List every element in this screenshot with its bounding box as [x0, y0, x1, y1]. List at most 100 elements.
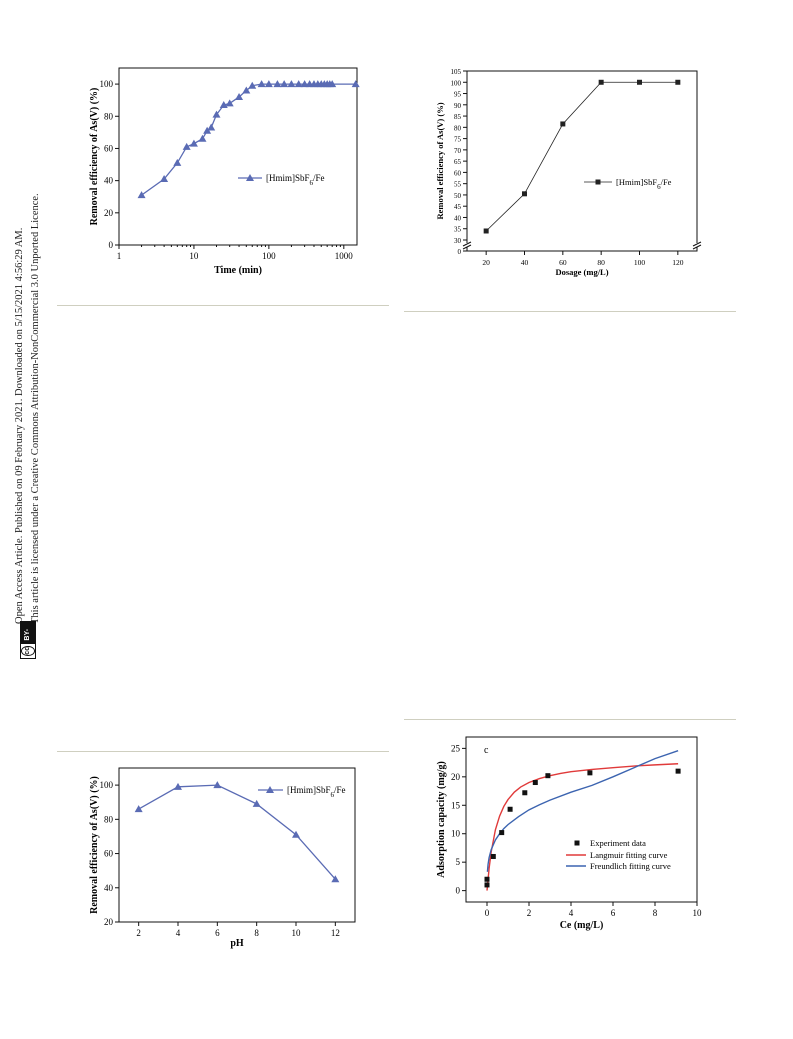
x-tick-label: 10 — [189, 251, 199, 261]
y-tick-label: 40 — [104, 176, 114, 186]
y-tick-label: 40 — [104, 883, 114, 893]
y-tick-label: 70 — [454, 147, 462, 155]
y-tick-label: 20 — [104, 208, 114, 218]
data-point — [675, 768, 681, 774]
data-point — [490, 853, 496, 859]
x-tick-label: 100 — [262, 251, 276, 261]
y-tick-label: 105 — [451, 68, 462, 76]
x-tick-label: 6 — [215, 928, 220, 938]
x-axis-label: Ce (mg/L) — [560, 920, 604, 931]
x-tick-label: 10 — [693, 908, 703, 918]
data-point — [252, 799, 261, 807]
x-tick-label: 0 — [485, 908, 490, 918]
y-tick-label: 100 — [100, 79, 114, 89]
legend-marker — [595, 179, 601, 185]
data-point — [294, 80, 303, 88]
x-tick-label: 2 — [136, 928, 141, 938]
series-line — [485, 81, 678, 232]
x-tick-label: 100 — [634, 258, 646, 267]
x-tick-label: 6 — [611, 908, 616, 918]
data-point — [219, 101, 228, 109]
x-tick-label: 8 — [653, 908, 658, 918]
data-point — [522, 191, 527, 197]
data-point — [225, 99, 234, 107]
axis-break-left — [462, 241, 472, 250]
data-point — [292, 830, 300, 838]
data-point — [160, 175, 169, 183]
y-tick-label: 30 — [454, 237, 462, 245]
data-point — [499, 830, 505, 836]
data-point — [134, 805, 143, 813]
x-tick-label: 20 — [482, 258, 490, 267]
data-point — [182, 142, 191, 150]
y-tick-label: 20 — [451, 772, 461, 782]
legend-label: [Hmim]SbF6/Fe — [266, 173, 325, 187]
legend-label: [Hmim]SbF6/Fe — [287, 785, 346, 799]
y-tick-label: 15 — [451, 800, 461, 810]
data-point — [173, 158, 182, 166]
data-point — [300, 80, 309, 88]
y-tick-label: 0 — [458, 248, 462, 256]
data-point — [484, 882, 490, 888]
y-tick-label: 95 — [454, 91, 462, 99]
data-point — [287, 80, 296, 88]
y-tick-label: 80 — [104, 111, 114, 121]
y-tick-label: 0 — [109, 240, 114, 250]
axis-break-mask-left — [464, 243, 470, 247]
y-axis-label: Adsorption capacity (mg/g) — [436, 761, 447, 878]
y-tick-label: 35 — [454, 226, 462, 234]
y-tick-label: 20 — [104, 917, 114, 927]
data-point — [213, 781, 222, 789]
y-tick-label: 100 — [100, 780, 114, 790]
legend-marker — [266, 786, 274, 793]
series-line — [138, 784, 336, 880]
y-tick-label: 85 — [454, 113, 462, 121]
y-tick-label: 90 — [454, 102, 462, 110]
x-tick-label: 12 — [331, 928, 340, 938]
axis-break-mask-right — [694, 243, 700, 247]
x-tick-label: 1000 — [335, 251, 354, 261]
data-point — [257, 80, 266, 88]
y-tick-label: 25 — [451, 743, 461, 753]
data-point — [675, 79, 681, 85]
x-tick-label: 40 — [521, 258, 529, 267]
y-tick-label: 60 — [454, 169, 462, 177]
x-axis-label: pH — [230, 938, 244, 949]
y-tick-label: 100 — [451, 79, 462, 87]
y-tick-label: 60 — [104, 849, 114, 859]
data-point — [328, 80, 337, 88]
x-tick-label: 10 — [292, 928, 302, 938]
y-tick-label: 60 — [104, 143, 114, 153]
data-point — [203, 126, 212, 134]
x-tick-label: 120 — [672, 258, 684, 267]
data-point — [137, 191, 146, 199]
x-tick-label: 2 — [527, 908, 532, 918]
x-tick-label: 8 — [254, 928, 259, 938]
data-point — [189, 139, 198, 147]
legend-marker-experiment — [574, 840, 580, 846]
axis-break-right — [692, 241, 702, 250]
panel-annotation: c — [484, 745, 489, 756]
y-axis-label: Removal efficiency of As(V) (%) — [89, 88, 100, 226]
freundlich-curve — [486, 749, 679, 872]
x-tick-label: 80 — [597, 258, 605, 267]
plot-frame — [118, 67, 358, 246]
data-point — [507, 806, 513, 812]
data-point — [483, 228, 489, 234]
x-tick-label: 4 — [569, 908, 574, 918]
x-tick-label: 60 — [559, 258, 567, 267]
data-point — [484, 876, 490, 882]
data-point — [207, 123, 216, 131]
plot-frame — [118, 767, 356, 923]
x-tick-label: 1 — [117, 251, 122, 261]
y-tick-label: 80 — [454, 124, 462, 132]
y-axis-label: Removal efficiency of As(V) (%) — [89, 776, 100, 914]
divider-top-right — [404, 311, 736, 312]
data-point — [174, 782, 182, 790]
data-point — [264, 80, 273, 88]
legend-label: [Hmim]SbF6/Fe — [616, 177, 672, 191]
divider-top-left — [57, 305, 389, 306]
y-tick-label: 75 — [454, 136, 462, 144]
y-tick-label: 65 — [454, 158, 462, 166]
